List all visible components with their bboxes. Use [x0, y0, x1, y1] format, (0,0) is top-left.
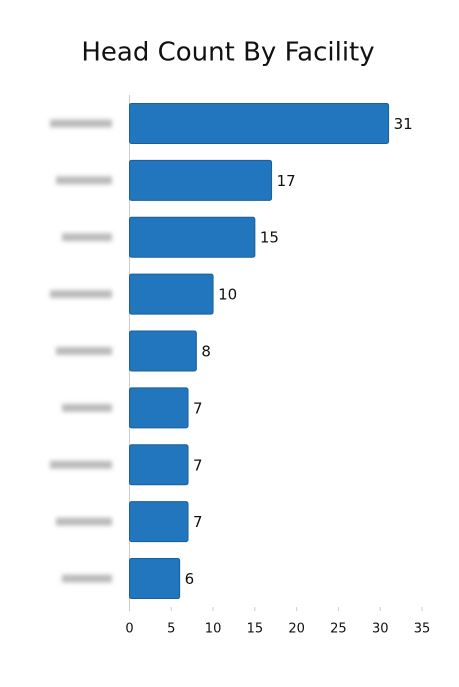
value-label: 15: [260, 229, 279, 247]
bar: [129, 273, 214, 315]
bar: [129, 216, 256, 258]
value-label: 7: [193, 456, 203, 474]
value-label: 8: [201, 343, 211, 361]
value-label: 31: [394, 115, 413, 133]
x-tick-label: 35: [414, 622, 431, 637]
x-tick-label: 20: [288, 622, 305, 637]
blurred-label: [50, 119, 112, 128]
blurred-label: [56, 347, 112, 355]
bar: [129, 102, 390, 144]
blurred-label: [50, 290, 112, 299]
x-tick-label: 5: [167, 622, 175, 637]
bar: [129, 501, 189, 543]
value-label: 17: [277, 172, 296, 190]
x-tick-label: 0: [125, 622, 133, 637]
value-label: 6: [185, 570, 195, 588]
x-tick-label: 10: [205, 622, 222, 637]
bar: [129, 387, 189, 429]
value-label: 10: [218, 286, 237, 304]
bar: [129, 330, 197, 372]
bar: [129, 558, 181, 600]
bar: [129, 159, 273, 201]
blurred-label: [62, 574, 112, 583]
blurred-label: [50, 460, 112, 469]
x-tick-label: 15: [247, 622, 264, 637]
blurred-label: [62, 233, 112, 242]
blurred-label: [56, 517, 112, 526]
blurred-label: [62, 403, 112, 412]
blurred-label: [56, 176, 112, 185]
x-tick-label: 25: [330, 622, 347, 637]
bar: [129, 444, 189, 486]
chart-title: Head Count By Facility: [81, 38, 374, 68]
value-label: 7: [193, 399, 203, 417]
x-tick-label: 30: [372, 622, 389, 637]
value-label: 7: [193, 513, 203, 531]
